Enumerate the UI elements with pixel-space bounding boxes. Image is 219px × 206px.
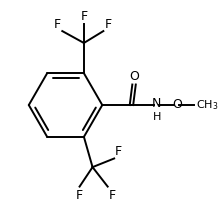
- Text: F: F: [54, 18, 61, 31]
- Text: F: F: [108, 188, 115, 201]
- Text: CH$_3$: CH$_3$: [196, 98, 218, 111]
- Text: F: F: [115, 145, 122, 158]
- Text: N: N: [152, 97, 161, 110]
- Text: F: F: [80, 10, 87, 23]
- Text: O: O: [129, 70, 139, 83]
- Text: O: O: [172, 98, 182, 111]
- Text: F: F: [76, 188, 83, 201]
- Text: H: H: [153, 112, 161, 122]
- Text: F: F: [104, 18, 111, 31]
